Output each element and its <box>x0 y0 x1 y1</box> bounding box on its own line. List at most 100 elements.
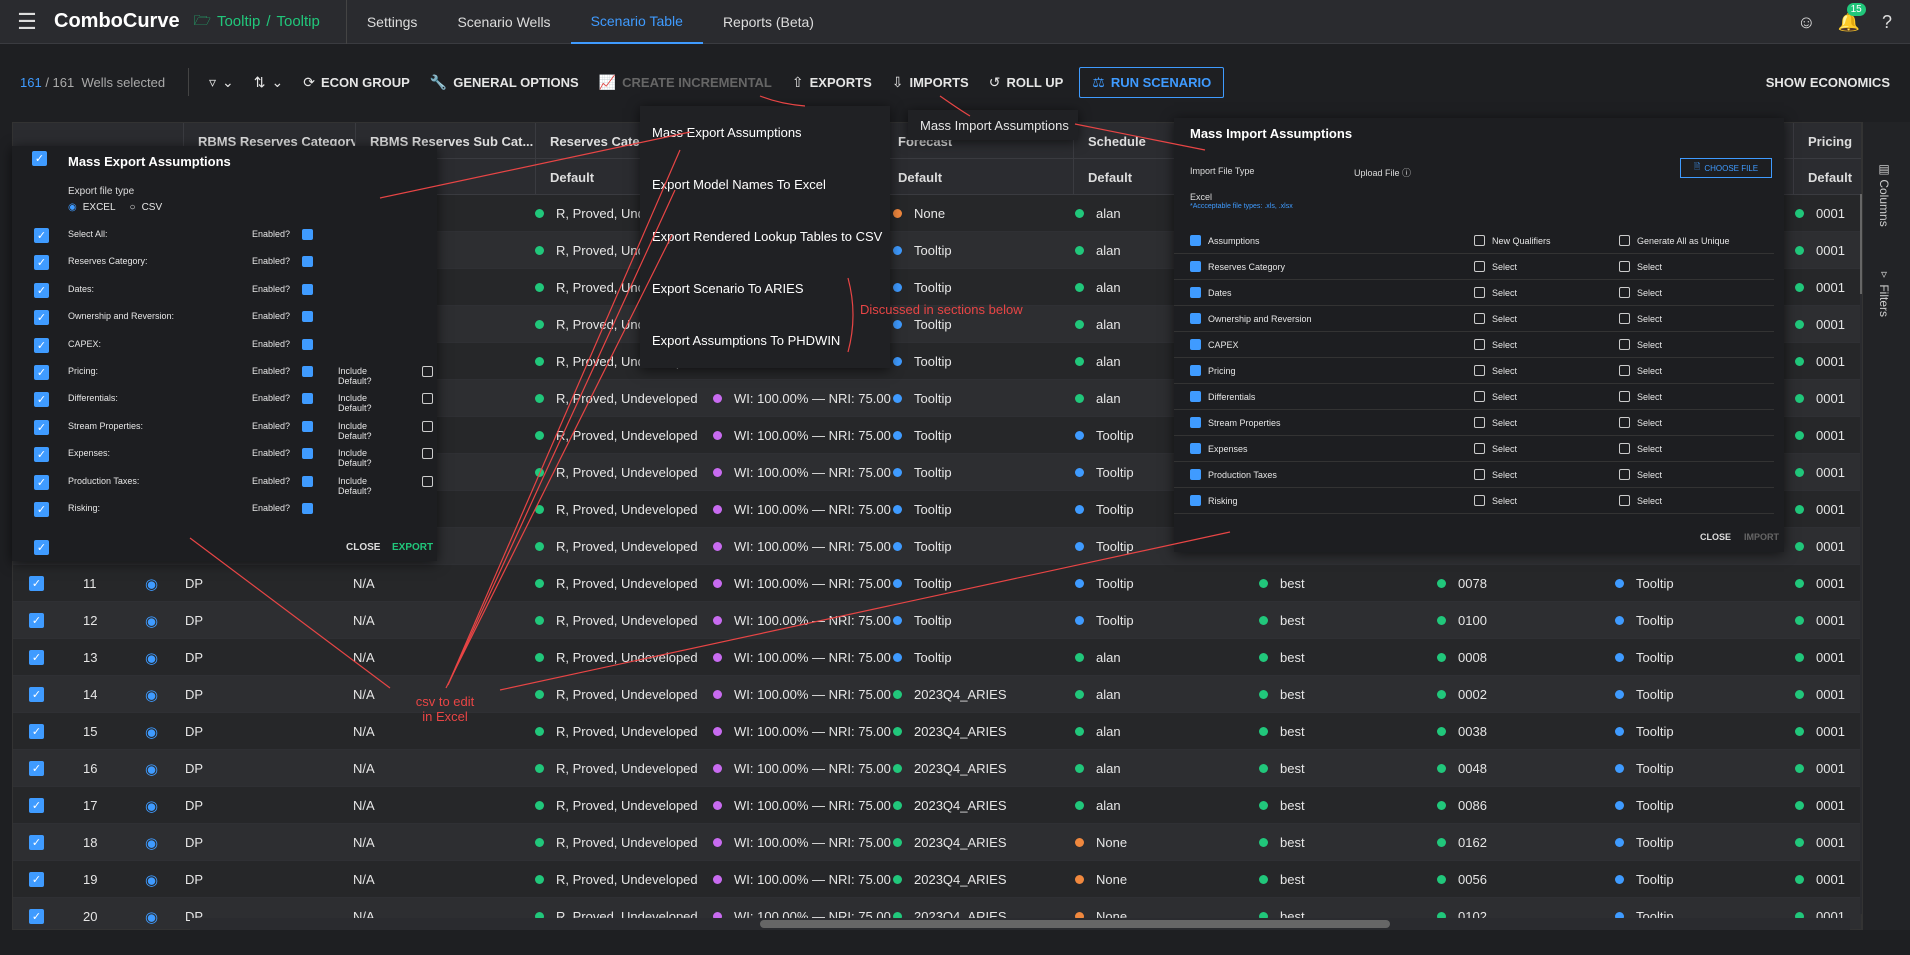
table-row[interactable]: ✓ 16 ◉ DP N/A R, Proved, Undeveloped WI: 100.0… <box>13 750 1861 787</box>
cell-schedule[interactable]: None <box>1075 861 1127 898</box>
enabled-checkbox[interactable] <box>302 229 313 240</box>
roll-up-button[interactable]: ↺ ROLL UP <box>979 74 1074 91</box>
cell-pricing[interactable]: 0001 <box>1795 713 1845 750</box>
row-select[interactable]: ✓ <box>29 861 44 898</box>
cell-ownership[interactable]: WI: 100.00% — NRI: 75.00 <box>713 528 891 565</box>
row-select[interactable]: ✓ <box>29 676 44 713</box>
new-qualifier-checkbox[interactable] <box>1474 261 1485 272</box>
radio-excel[interactable]: ◉ <box>68 202 77 213</box>
cell-reserves-category[interactable]: R, Proved, Undeveloped <box>535 602 698 639</box>
row-checkbox[interactable]: ✓ <box>34 282 49 298</box>
generate-unique-checkbox[interactable] <box>1619 313 1630 324</box>
assumption-checkbox[interactable] <box>1190 313 1201 324</box>
cell-schedule[interactable]: alan <box>1075 343 1121 380</box>
cell-rbms-category[interactable]: DP <box>185 787 203 824</box>
exports-button[interactable]: ⇧ EXPORTS <box>782 74 882 91</box>
include-default-checkbox[interactable] <box>422 366 433 377</box>
cell-pricing[interactable]: 0001 <box>1795 602 1845 639</box>
menu-icon[interactable]: ☰ <box>17 8 37 34</box>
assumption-checkbox[interactable] <box>1190 417 1201 428</box>
cell-reserves-category[interactable]: R, Proved, Unc <box>535 306 644 343</box>
enabled-checkbox[interactable] <box>302 393 313 405</box>
row-checkbox[interactable]: ✓ <box>34 392 49 408</box>
cell-pricing[interactable]: 0001 <box>1795 824 1845 861</box>
assumption-checkbox[interactable] <box>1190 495 1201 506</box>
cell-dates[interactable]: 0002 <box>1437 676 1487 713</box>
cell-schedule[interactable]: alan <box>1075 306 1121 343</box>
cell-schedule[interactable]: alan <box>1075 195 1121 232</box>
cell-type-curve[interactable]: best <box>1259 676 1305 713</box>
cell-type-curve[interactable]: best <box>1259 824 1305 861</box>
cell-type-curve[interactable]: best <box>1259 713 1305 750</box>
cell-forecast[interactable]: Tooltip <box>893 232 952 269</box>
cell-forecast[interactable]: 2023Q4_ARIES <box>893 861 1007 898</box>
new-qualifier-checkbox[interactable] <box>1474 339 1485 350</box>
generate-unique-checkbox[interactable] <box>1619 287 1630 298</box>
generate-unique-checkbox[interactable] <box>1619 365 1630 376</box>
cell-dates[interactable]: 0008 <box>1437 639 1487 676</box>
assumptions-all-checkbox[interactable] <box>1190 235 1201 246</box>
include-default-checkbox[interactable] <box>422 393 433 405</box>
assumption-checkbox[interactable] <box>1190 391 1201 402</box>
row-select[interactable]: ✓ <box>29 787 44 824</box>
breadcrumb-scenario[interactable]: Tooltip <box>276 13 320 30</box>
cell-capex[interactable]: Tooltip <box>1615 602 1674 639</box>
cell-forecast[interactable]: 2023Q4_ARIES <box>893 713 1007 750</box>
exports-menu-item[interactable]: Export Rendered Lookup Tables to CSV <box>652 228 883 244</box>
filters-toggle[interactable]: ▿ Filters <box>1877 267 1891 317</box>
row-checkbox[interactable]: ✓ <box>34 310 49 326</box>
columns-toggle[interactable]: ▤ Columns <box>1877 162 1891 227</box>
cell-dates[interactable]: 0100 <box>1437 602 1487 639</box>
table-row[interactable]: ✓ 11 ◉ DP N/A R, Proved, Undeveloped WI: 100.0… <box>13 565 1861 602</box>
row-econ[interactable]: ◉ <box>145 565 158 602</box>
default-pricing[interactable]: Default <box>1793 159 1861 195</box>
cell-pricing[interactable]: 0001 <box>1795 343 1845 380</box>
row-number[interactable]: 14 <box>83 676 97 713</box>
cell-dates[interactable]: 0078 <box>1437 565 1487 602</box>
radio-csv[interactable]: ○ <box>129 202 136 213</box>
cell-ownership[interactable]: WI: 100.00% — NRI: 75.00 <box>713 639 891 676</box>
table-row[interactable]: ✓ 18 ◉ DP N/A R, Proved, Undeveloped WI: 100.0… <box>13 824 1861 861</box>
cell-forecast[interactable]: 2023Q4_ARIES <box>893 750 1007 787</box>
row-number[interactable]: 19 <box>83 861 97 898</box>
cell-type-curve[interactable]: best <box>1259 602 1305 639</box>
generate-unique-checkbox[interactable] <box>1619 443 1630 454</box>
row-econ[interactable]: ◉ <box>145 898 158 929</box>
assumption-checkbox[interactable] <box>1190 339 1201 350</box>
row-select[interactable]: ✓ <box>29 750 44 787</box>
cell-pricing[interactable]: 0001 <box>1795 232 1845 269</box>
row-number[interactable]: 12 <box>83 602 97 639</box>
cell-schedule[interactable]: alan <box>1075 750 1121 787</box>
cell-rbms-category[interactable]: DP <box>185 713 203 750</box>
cell-schedule[interactable]: alan <box>1075 676 1121 713</box>
include-default-checkbox[interactable] <box>422 420 433 432</box>
cell-reserves-category[interactable]: R, Proved, Undeveloped <box>535 528 698 565</box>
cell-rbms-sub-category[interactable]: N/A <box>353 824 375 861</box>
assumption-checkbox[interactable] <box>1190 443 1201 454</box>
money-bag-icon[interactable]: ◉ <box>145 797 159 815</box>
cell-rbms-sub-category[interactable]: N/A <box>353 787 375 824</box>
user-icon[interactable]: ☺ <box>1797 11 1816 32</box>
exports-menu-item[interactable]: Export Model Names To Excel <box>652 176 826 192</box>
new-qualifiers-all-checkbox[interactable] <box>1474 235 1485 246</box>
row-checkbox[interactable]: ✓ <box>29 872 44 887</box>
export-close-button[interactable]: CLOSE <box>346 542 381 553</box>
cell-ownership[interactable]: WI: 100.00% — NRI: 75.00 <box>713 491 891 528</box>
generate-unique-checkbox[interactable] <box>1619 417 1630 428</box>
cell-pricing[interactable]: 0001 <box>1795 639 1845 676</box>
cell-ownership[interactable]: WI: 100.00% — NRI: 75.00 <box>713 750 891 787</box>
enabled-checkbox[interactable] <box>302 283 313 295</box>
enabled-checkbox[interactable] <box>302 420 313 432</box>
cell-ownership[interactable]: WI: 100.00% — NRI: 75.00 <box>713 380 891 417</box>
cell-forecast[interactable]: 2023Q4_ARIES <box>893 787 1007 824</box>
row-checkbox[interactable]: ✓ <box>29 909 44 924</box>
row-econ[interactable]: ◉ <box>145 824 158 861</box>
tab-scenario-table[interactable]: Scenario Table <box>570 0 703 44</box>
cell-reserves-category[interactable]: R, Proved, Undeveloped <box>535 750 698 787</box>
cell-rbms-sub-category[interactable]: N/A <box>353 861 375 898</box>
cell-schedule[interactable]: Tooltip <box>1075 528 1134 565</box>
exports-menu-item[interactable]: Mass Export Assumptions <box>652 124 802 140</box>
cell-schedule[interactable]: alan <box>1075 380 1121 417</box>
tab-scenario-wells[interactable]: Scenario Wells <box>457 13 551 30</box>
row-select[interactable]: ✓ <box>29 713 44 750</box>
